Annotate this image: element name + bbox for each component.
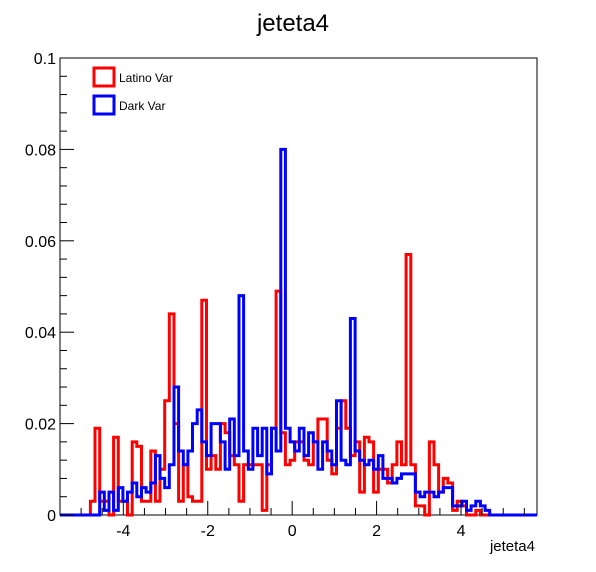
legend-label-latino-var: Latino Var bbox=[119, 71, 173, 85]
legend-swatch-latino-var bbox=[92, 66, 116, 88]
x-tick-label: 4 bbox=[457, 523, 466, 540]
y-tick-label: 0.02 bbox=[25, 417, 56, 434]
x-axis: -4 -2 0 2 4 bbox=[59, 501, 525, 540]
y-tick-label: 0.04 bbox=[25, 325, 56, 342]
x-tick-label: -4 bbox=[116, 523, 130, 540]
legend-swatch-dark-var bbox=[92, 94, 116, 116]
x-axis-title: jeteta4 bbox=[489, 538, 535, 555]
y-axis: 0 0.02 0.04 0.06 0.08 0.1 bbox=[25, 51, 74, 525]
y-tick-label: 0.08 bbox=[25, 142, 56, 159]
legend-label-dark-var: Dark Var bbox=[119, 99, 165, 113]
x-tick-label: -2 bbox=[201, 523, 215, 540]
series-line-latino-var bbox=[60, 253, 537, 517]
y-tick-label: 0.06 bbox=[25, 234, 56, 251]
y-tick-label: 0 bbox=[47, 508, 56, 525]
x-tick-label: 2 bbox=[372, 523, 381, 540]
plot-frame bbox=[59, 57, 538, 516]
series-line-dark-var bbox=[60, 147, 537, 517]
series-layer bbox=[60, 147, 537, 517]
y-tick-label: 0.1 bbox=[34, 51, 56, 68]
x-tick-label: 0 bbox=[288, 523, 297, 540]
chart-title: jeteta4 bbox=[256, 10, 329, 37]
legend: Latino Var Dark Var bbox=[92, 66, 173, 116]
